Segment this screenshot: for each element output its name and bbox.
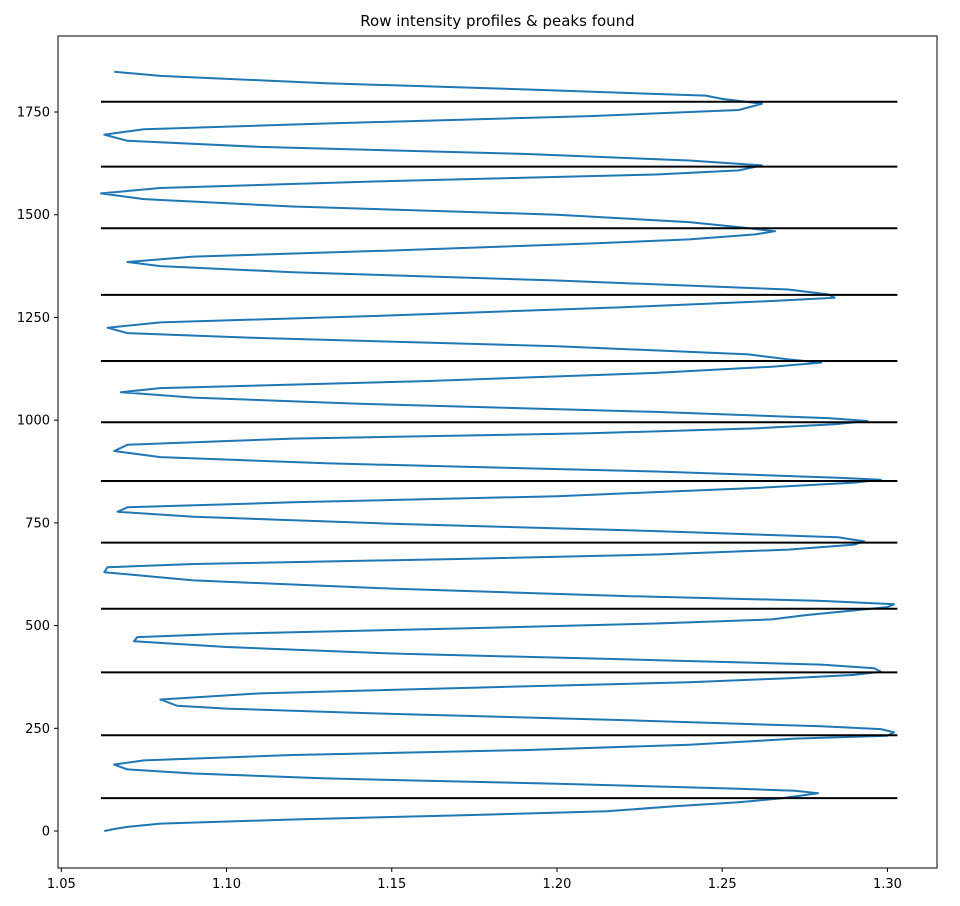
axes-frame: [57, 35, 938, 869]
y-tick-label: 500: [25, 619, 50, 634]
x-tick-label: 1.30: [873, 877, 902, 892]
y-tick-label: 750: [25, 516, 50, 531]
y-tick-label: 1750: [17, 106, 50, 121]
series-line-0: [100, 70, 895, 832]
y-tick-label: 250: [25, 722, 50, 737]
plot-area: [100, 70, 898, 832]
x-tick-label: 1.10: [212, 877, 241, 892]
y-tick-label: 1250: [17, 311, 50, 326]
axes: 1.05 1.10 1.15 1.20 1.25 1.30 0 250 500 750 1000 12…: [17, 35, 938, 892]
x-tick-label: 1.20: [543, 877, 572, 892]
x-tick-label: 1.25: [708, 877, 737, 892]
chart-title: Row intensity profiles & peaks found: [360, 12, 634, 30]
x-tick-label: 1.05: [47, 877, 76, 892]
x-tick-label: 1.15: [377, 877, 406, 892]
y-tick-label: 1500: [17, 208, 50, 223]
y-tick-label: 1000: [17, 414, 50, 429]
y-tick-label: 0: [42, 825, 50, 840]
